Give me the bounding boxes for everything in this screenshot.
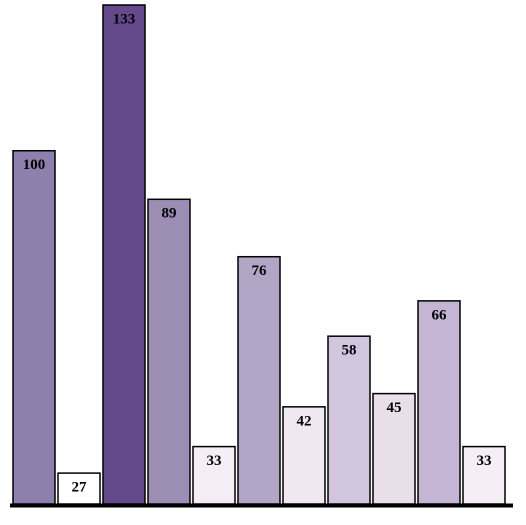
value-label: 76 (252, 263, 268, 279)
bar (372, 392, 416, 505)
value-label: 89 (162, 206, 177, 222)
value-label: 45 (387, 400, 402, 416)
value-label: 133 (113, 11, 136, 27)
bar (192, 445, 236, 505)
value-label: 42 (297, 413, 312, 429)
value-label: 33 (207, 453, 222, 469)
bar (327, 335, 371, 505)
bar (147, 198, 191, 505)
value-label: 27 (72, 480, 88, 496)
value-label: 58 (342, 343, 357, 359)
bar (12, 149, 56, 505)
value-label: 100 (23, 157, 46, 173)
value-label: 66 (432, 307, 448, 323)
value-label: 33 (477, 453, 492, 469)
bar (237, 255, 281, 505)
bar (102, 4, 146, 505)
bar (417, 300, 461, 505)
